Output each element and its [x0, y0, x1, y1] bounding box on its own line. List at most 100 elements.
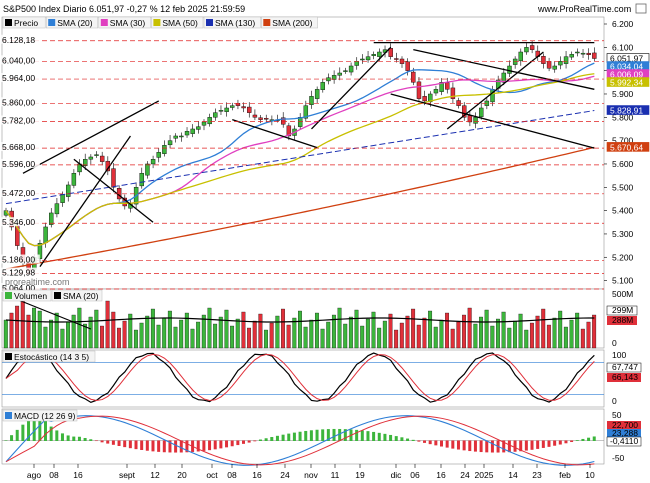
macd-histogram-bar — [581, 438, 585, 441]
macd-histogram-bar — [468, 440, 472, 452]
volume-bar — [196, 321, 201, 349]
legend-item — [45, 16, 99, 29]
macd-histogram-bar — [111, 440, 115, 445]
volume-bar — [167, 310, 172, 349]
macd-histogram-bar — [162, 440, 166, 453]
volume-bar — [269, 322, 274, 349]
candle-body — [281, 117, 286, 125]
y-tick-label: -50 — [612, 453, 625, 463]
macd-histogram-bar — [168, 440, 172, 453]
x-tick-label: 16 — [436, 470, 446, 480]
legend-swatch — [5, 19, 12, 26]
legend-swatch — [5, 292, 12, 299]
macd-histogram-bar — [338, 428, 342, 441]
volume-bar — [230, 325, 235, 349]
x-tick-label: 20 — [177, 470, 187, 480]
value-tag: 66,143 — [612, 372, 638, 382]
volume-bar — [354, 309, 359, 349]
macd-signal-line — [5, 415, 595, 466]
x-tick-label: 12 — [150, 470, 160, 480]
candle-body — [428, 93, 433, 103]
volume-bar — [428, 310, 433, 349]
macd-histogram-bar — [440, 440, 443, 447]
macd-histogram-bar — [343, 429, 347, 441]
volume-bar — [411, 308, 416, 349]
window-icon[interactable] — [635, 3, 647, 14]
candle-body — [43, 226, 48, 244]
macd-histogram-bar — [253, 440, 257, 442]
level-label: 5.186,00 — [2, 255, 35, 265]
level-label: 5.346,00 — [2, 217, 35, 227]
macd-histogram-bar — [423, 440, 427, 443]
level-label: 5.860,00 — [2, 97, 35, 107]
volume-bar — [422, 317, 427, 349]
macd-histogram-bar — [72, 436, 76, 441]
candle-body — [196, 126, 201, 130]
candle-body — [54, 203, 60, 215]
volume-bar — [111, 311, 116, 349]
level-label-bg — [1, 267, 40, 277]
candle-body — [49, 212, 54, 225]
candle-body — [207, 117, 212, 125]
volume-bar — [37, 310, 42, 349]
legend-item — [2, 409, 78, 422]
legend-swatch — [5, 353, 12, 360]
trendline — [39, 135, 131, 267]
volume-bar — [133, 329, 138, 349]
candle-body — [179, 135, 184, 138]
candle-body — [286, 125, 292, 137]
value-tag: 288M — [612, 315, 633, 325]
macd-histogram-bar — [490, 440, 494, 453]
volume-bar — [235, 318, 240, 349]
volume-bar — [83, 323, 87, 349]
x-tick-label: 06 — [410, 470, 420, 480]
candle-body — [264, 118, 269, 120]
x-tick-label: 2025 — [475, 470, 494, 480]
macd-histogram-bar — [456, 440, 460, 450]
macd-histogram-bar — [326, 429, 330, 441]
macd-histogram-bar — [123, 440, 127, 448]
value-tag: 23,288 — [612, 428, 638, 438]
macd-histogram-bar — [360, 430, 364, 441]
volume-bar — [184, 312, 189, 349]
volume-bar — [524, 329, 529, 349]
macd-histogram-bar — [292, 432, 296, 441]
volume-bar — [314, 312, 319, 349]
x-tick-label: 08 — [49, 470, 59, 480]
candle-body — [139, 173, 144, 187]
candle-body — [501, 72, 507, 83]
volume-bar — [575, 312, 580, 349]
value-tag-bg — [606, 105, 650, 115]
stoch-k-line — [5, 352, 595, 404]
volume-bar — [563, 326, 568, 349]
trendline — [73, 158, 154, 223]
panel-frame — [1, 349, 605, 408]
x-tick-label: 23 — [532, 470, 542, 480]
candle-body — [462, 105, 467, 118]
macd-histogram-bar — [236, 440, 240, 446]
candle-body — [230, 105, 235, 108]
trendline — [446, 51, 544, 130]
volume-bar — [49, 319, 54, 349]
macd-histogram-bar — [507, 440, 511, 453]
header-icons[interactable] — [635, 3, 647, 14]
candle-body — [552, 65, 557, 70]
volume-bar — [94, 309, 99, 349]
candle-body — [507, 65, 512, 74]
candle-body — [66, 184, 71, 197]
volume-bar — [298, 310, 302, 349]
volume-bar — [15, 305, 20, 349]
volume-bar — [331, 314, 336, 349]
macd-histogram-bar — [275, 435, 279, 441]
volume-bar — [139, 322, 144, 349]
macd-histogram-bar — [117, 440, 121, 447]
legend-label: Precio — [14, 18, 38, 28]
volume-bar — [88, 316, 93, 349]
volume-bar — [569, 319, 574, 349]
volume-bar — [201, 314, 206, 349]
y-tick-label: 5.400 — [612, 206, 634, 216]
volume-bar — [145, 315, 150, 349]
volume-bar — [122, 320, 127, 349]
y-tick-label: 5.600 — [612, 159, 634, 169]
